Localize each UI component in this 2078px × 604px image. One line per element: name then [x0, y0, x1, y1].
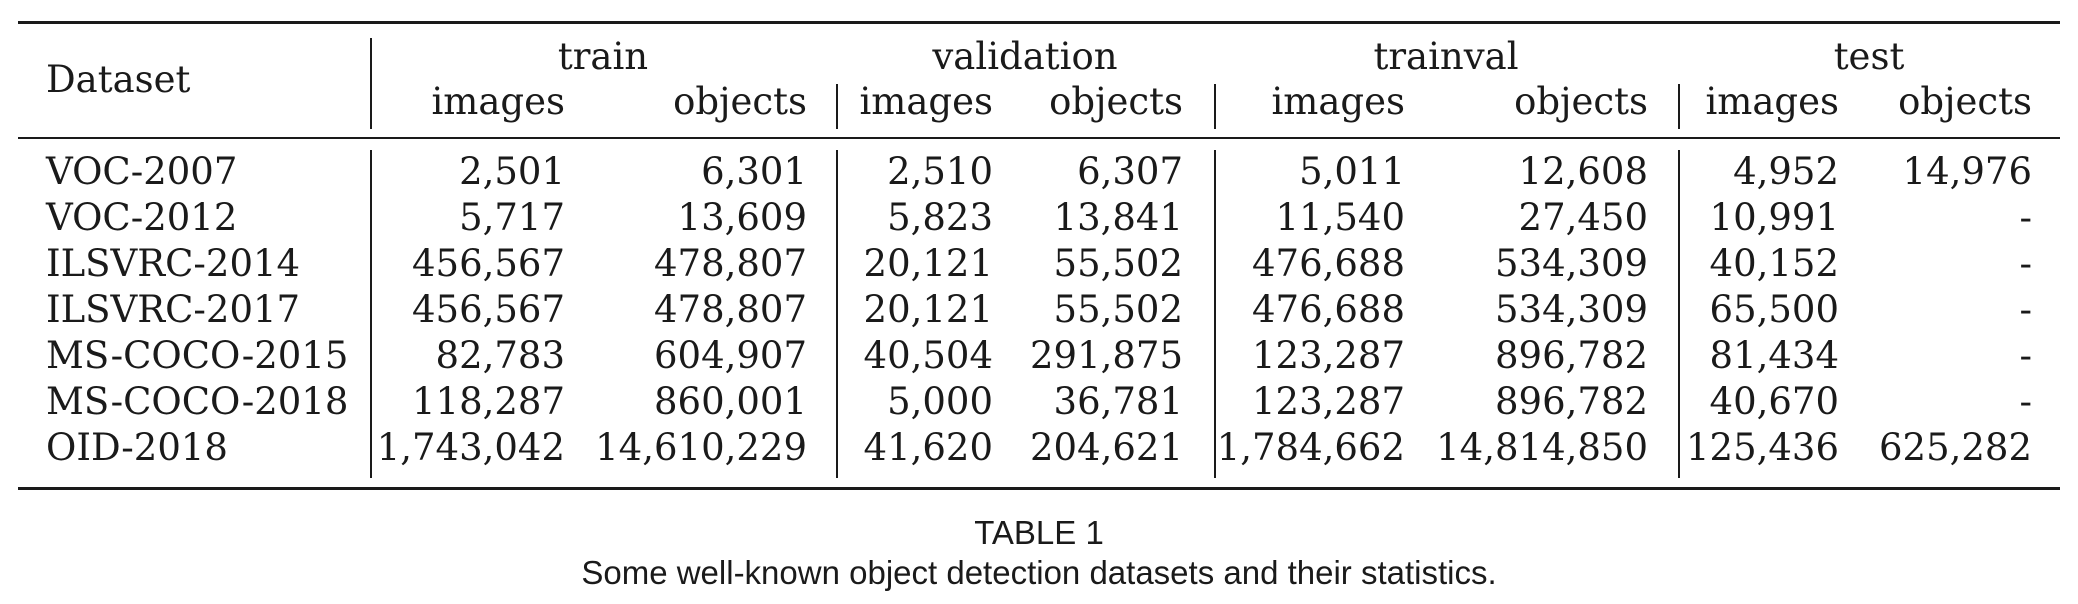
- table-cell: 2,510: [887, 150, 993, 193]
- table-cell: 5,011: [1299, 150, 1405, 193]
- table-cell: 12,608: [1518, 150, 1648, 193]
- column-separator: [1214, 150, 1216, 478]
- subheader-objects: objects: [673, 80, 807, 123]
- table-cell: 604,907: [653, 334, 807, 377]
- table-cell: 478,807: [653, 242, 807, 285]
- table-cell: 456,567: [411, 288, 565, 331]
- table-cell: 456,567: [411, 242, 565, 285]
- table-cell: 291,875: [1029, 334, 1183, 377]
- group-header-test: test: [1833, 35, 1905, 78]
- table-caption-label: TABLE 1: [974, 514, 1104, 551]
- table-cell: 13,609: [677, 196, 807, 239]
- table-cell: 118,287: [411, 380, 565, 423]
- group-header-trainval: trainval: [1373, 35, 1519, 78]
- table-cell: 36,781: [1053, 380, 1183, 423]
- table-cell: 5,717: [459, 196, 565, 239]
- table-cell: 55,502: [1053, 288, 1183, 331]
- table-cell: 20,121: [863, 288, 993, 331]
- table-cell: 6,307: [1077, 150, 1183, 193]
- table-cell: 204,621: [1029, 426, 1183, 469]
- dataset-name-cell: MS-COCO-2015: [46, 334, 349, 377]
- table-cell: 41,620: [863, 426, 993, 469]
- dataset-name-cell: VOC-2012: [46, 196, 238, 239]
- column-separator: [1678, 84, 1680, 129]
- table-cell: 534,309: [1494, 242, 1648, 285]
- table-cell: 5,823: [887, 196, 993, 239]
- dataset-name-cell: MS-COCO-2018: [46, 380, 349, 423]
- table-cell: -: [2019, 196, 2032, 239]
- column-separator: [1214, 84, 1216, 129]
- table-cell: 4,952: [1733, 150, 1839, 193]
- table-cell: 40,504: [863, 334, 993, 377]
- table-cell: 476,688: [1251, 288, 1405, 331]
- table-cell: 478,807: [653, 288, 807, 331]
- dataset-name-cell: ILSVRC-2014: [46, 242, 301, 285]
- table-cell: 896,782: [1494, 380, 1648, 423]
- table-cell: -: [2019, 334, 2032, 377]
- dataset-name-cell: OID-2018: [46, 426, 228, 469]
- table-cell: 5,000: [887, 380, 993, 423]
- column-separator: [1678, 150, 1680, 478]
- header-rule: [18, 137, 2060, 139]
- table-cell: -: [2019, 242, 2032, 285]
- subheader-objects: objects: [1049, 80, 1183, 123]
- table-cell: 40,152: [1709, 242, 1839, 285]
- column-separator: [836, 84, 838, 129]
- bottom-rule: [18, 487, 2060, 490]
- table-cell: 6,301: [701, 150, 807, 193]
- column-separator: [370, 38, 372, 129]
- table-cell: 20,121: [863, 242, 993, 285]
- subheader-images: images: [431, 80, 565, 123]
- table-cell: 1,743,042: [376, 426, 565, 469]
- column-separator: [370, 150, 372, 478]
- group-header-validation: validation: [932, 35, 1118, 78]
- table-cell: -: [2019, 380, 2032, 423]
- table-cell: 65,500: [1709, 288, 1839, 331]
- table-cell: 534,309: [1494, 288, 1648, 331]
- table-cell: 2,501: [459, 150, 565, 193]
- column-separator: [836, 150, 838, 478]
- table-caption-text: Some well-known object detection dataset…: [581, 554, 1497, 591]
- table-cell: 896,782: [1494, 334, 1648, 377]
- subheader-images: images: [1705, 80, 1839, 123]
- table-cell: 27,450: [1518, 196, 1648, 239]
- table-cell: 1,784,662: [1216, 426, 1405, 469]
- table-cell: 14,814,850: [1436, 426, 1648, 469]
- dataset-column-header: Dataset: [46, 58, 191, 101]
- subheader-images: images: [1271, 80, 1405, 123]
- subheader-objects: objects: [1514, 80, 1648, 123]
- table-cell: 14,976: [1902, 150, 2032, 193]
- table-cell: 625,282: [1878, 426, 2032, 469]
- subheader-objects: objects: [1898, 80, 2032, 123]
- subheader-images: images: [859, 80, 993, 123]
- top-rule: [18, 21, 2060, 24]
- table-cell: 860,001: [653, 380, 807, 423]
- table-cell: 125,436: [1685, 426, 1839, 469]
- dataset-name-cell: VOC-2007: [46, 150, 238, 193]
- table-cell: 40,670: [1709, 380, 1839, 423]
- dataset-name-cell: ILSVRC-2017: [46, 288, 301, 331]
- table-cell: 55,502: [1053, 242, 1183, 285]
- table-cell: 123,287: [1251, 380, 1405, 423]
- table-cell: 476,688: [1251, 242, 1405, 285]
- table-cell: 82,783: [435, 334, 565, 377]
- table-cell: 14,610,229: [595, 426, 807, 469]
- table-cell: 123,287: [1251, 334, 1405, 377]
- table-cell: 11,540: [1275, 196, 1405, 239]
- table-cell: 10,991: [1709, 196, 1839, 239]
- table-cell: 81,434: [1709, 334, 1839, 377]
- table-cell: 13,841: [1053, 196, 1183, 239]
- group-header-train: train: [557, 35, 649, 78]
- table-cell: -: [2019, 288, 2032, 331]
